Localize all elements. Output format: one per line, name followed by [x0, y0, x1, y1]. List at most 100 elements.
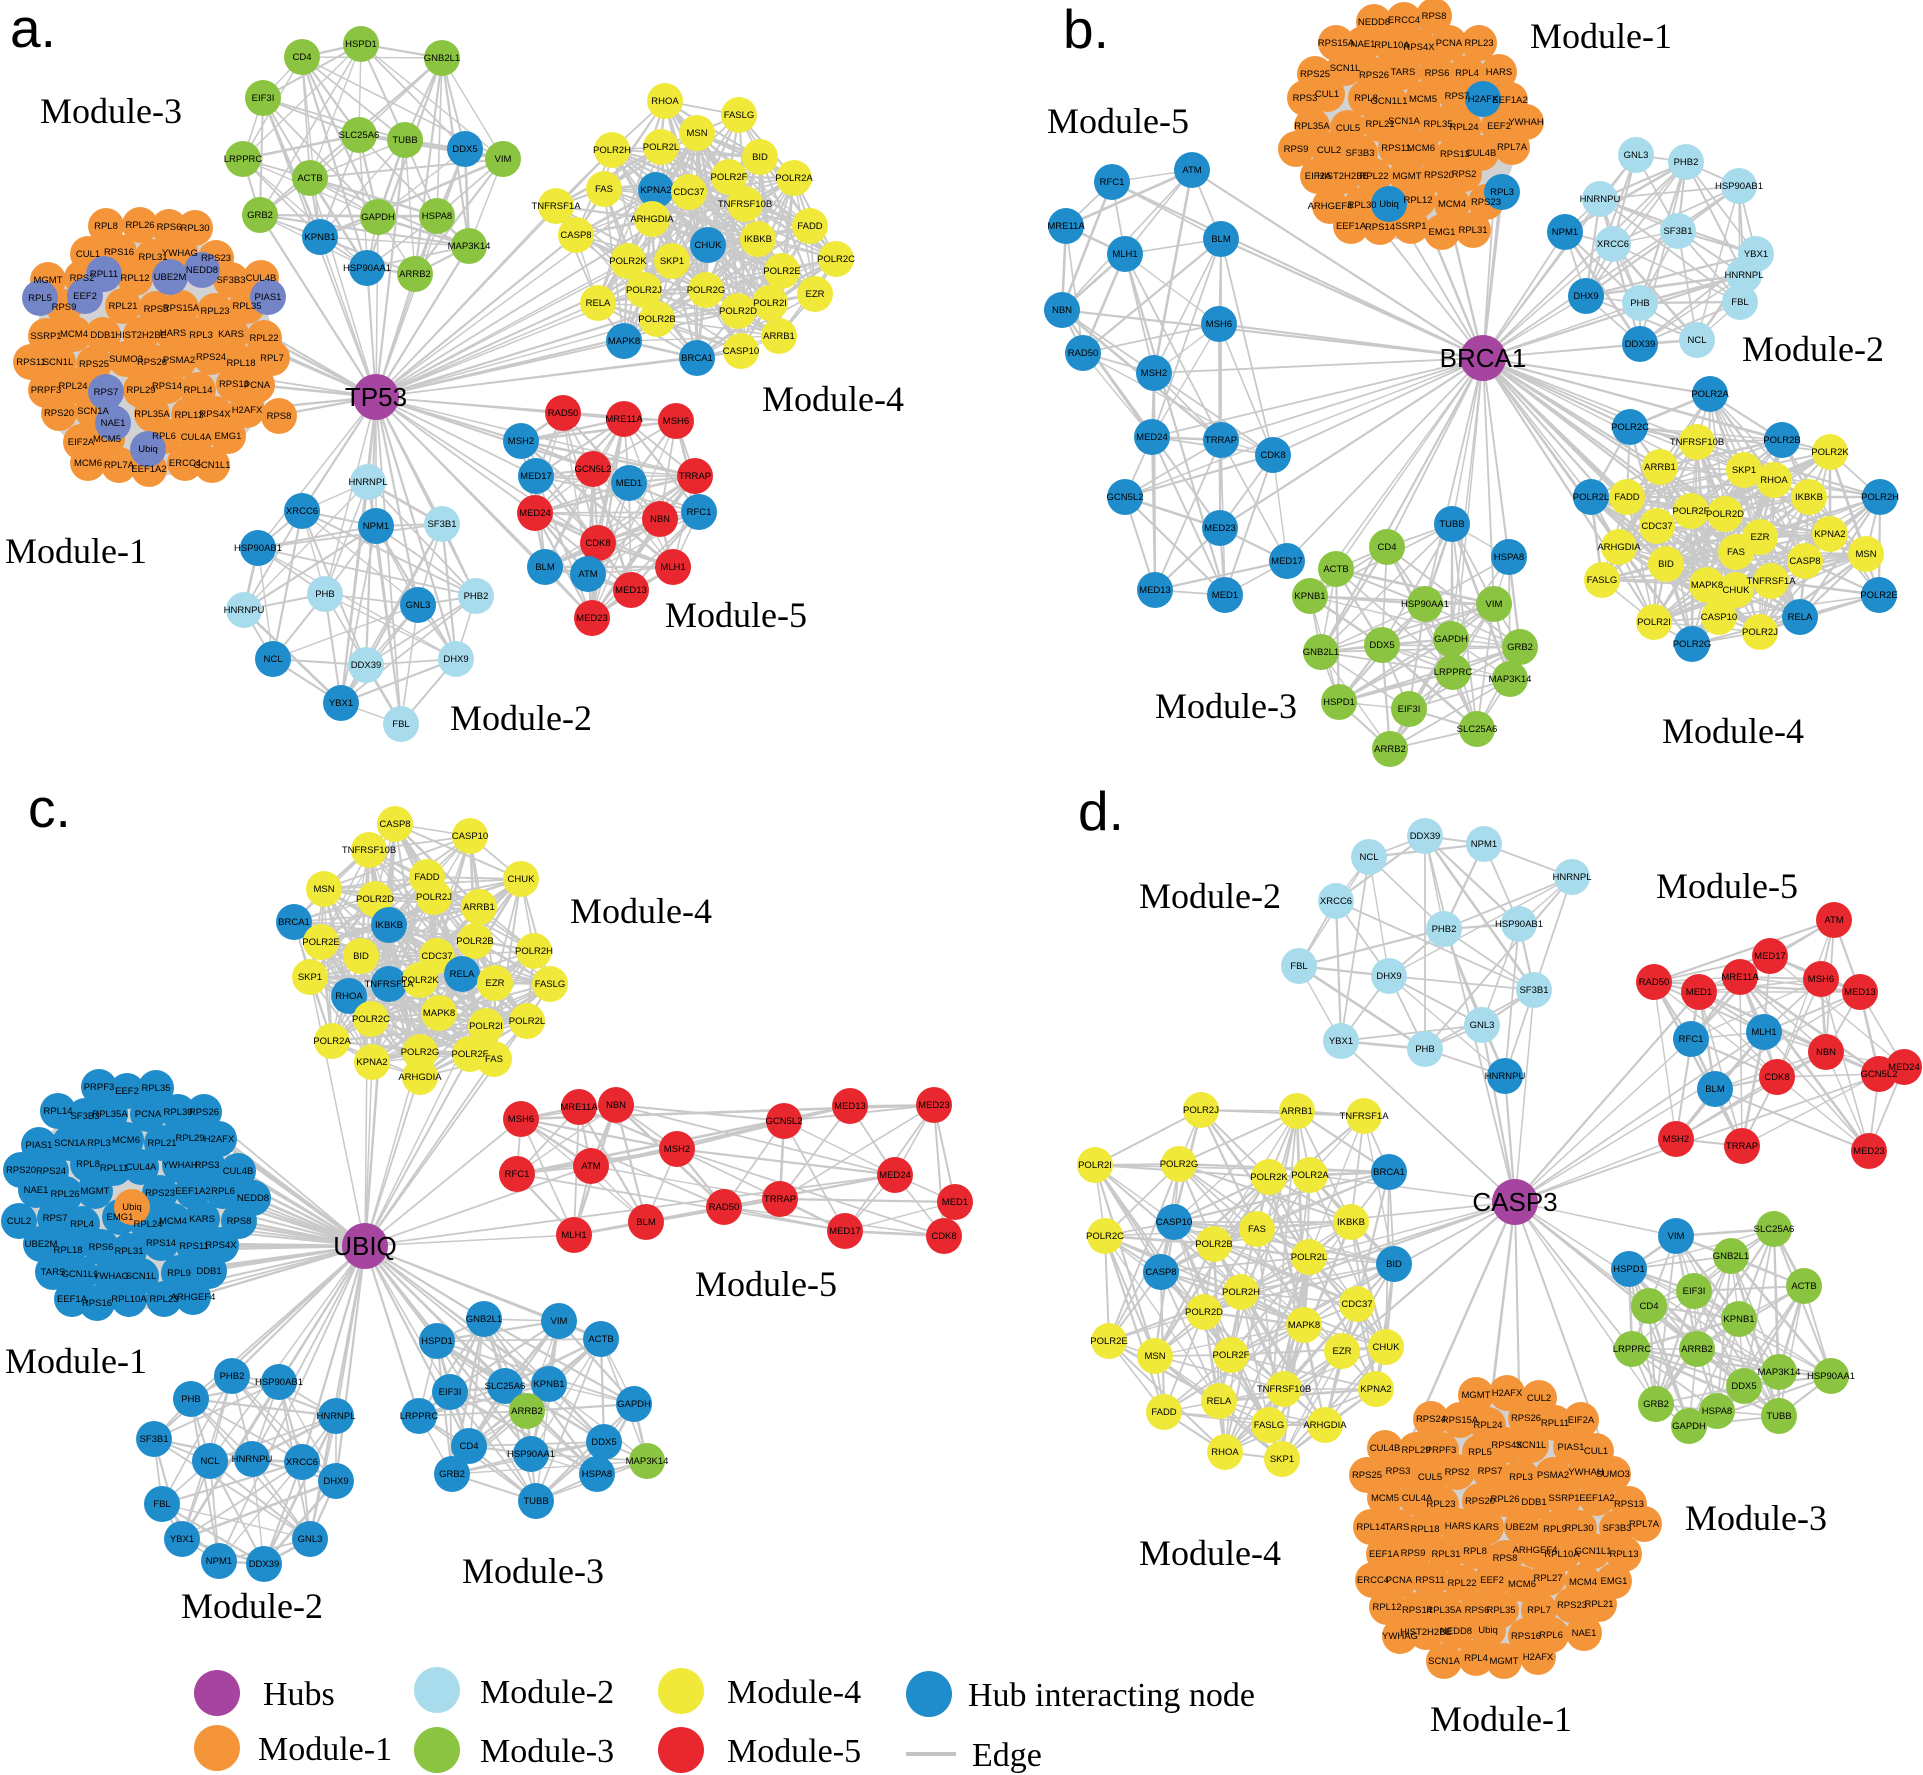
svg-text:RPS11: RPS11	[1415, 1575, 1444, 1586]
svg-text:PHB2: PHB2	[220, 1371, 245, 1382]
svg-text:RPS14: RPS14	[1402, 1605, 1432, 1616]
svg-text:MGMT: MGMT	[1461, 1390, 1490, 1401]
svg-text:POLR2L: POLR2L	[509, 1016, 545, 1027]
svg-text:EIF2A: EIF2A	[68, 437, 95, 448]
svg-text:RPL5: RPL5	[28, 293, 52, 304]
svg-text:SLC25A6: SLC25A6	[339, 130, 380, 141]
svg-text:POLR2B: POLR2B	[456, 936, 494, 947]
svg-text:EZR: EZR	[486, 978, 505, 989]
svg-text:MAP3K14: MAP3K14	[1489, 674, 1532, 685]
svg-text:RPS24: RPS24	[196, 352, 226, 363]
svg-text:SCN1A: SCN1A	[77, 406, 109, 417]
svg-text:RPS4X: RPS4X	[205, 1240, 237, 1251]
svg-text:LRPPRC: LRPPRC	[224, 154, 263, 165]
svg-text:ARRB2: ARRB2	[511, 1406, 543, 1417]
svg-text:NPM1: NPM1	[363, 521, 389, 532]
svg-text:SF3B1: SF3B1	[139, 1434, 168, 1445]
svg-text:RPS23: RPS23	[145, 1188, 175, 1199]
svg-text:GNL3: GNL3	[1624, 150, 1649, 161]
svg-text:CDK8: CDK8	[585, 538, 610, 549]
svg-text:H2AFX: H2AFX	[1468, 94, 1499, 105]
svg-text:DDX5: DDX5	[591, 1437, 616, 1448]
svg-text:RPL13: RPL13	[1609, 1549, 1638, 1560]
svg-text:BLM: BLM	[1211, 234, 1231, 245]
svg-text:FASLG: FASLG	[724, 110, 755, 121]
svg-text:NBN: NBN	[1052, 305, 1072, 316]
svg-text:SKP1: SKP1	[660, 256, 684, 267]
svg-text:KPNB1: KPNB1	[1723, 1314, 1754, 1325]
svg-text:RPL5: RPL5	[1468, 1447, 1492, 1458]
svg-text:MCM6: MCM6	[1508, 1579, 1536, 1590]
svg-text:MED17: MED17	[829, 1226, 861, 1237]
svg-text:POLR2J: POLR2J	[626, 285, 662, 296]
svg-text:NCL: NCL	[1359, 852, 1378, 863]
svg-text:BLM: BLM	[535, 562, 555, 573]
svg-text:RPS7: RPS7	[94, 387, 119, 398]
svg-text:POLR2D: POLR2D	[1185, 1307, 1223, 1318]
svg-text:HNRNPL: HNRNPL	[348, 477, 387, 488]
svg-text:RPL7: RPL7	[1527, 1605, 1551, 1616]
svg-text:RPL8: RPL8	[1463, 1546, 1487, 1557]
svg-text:RPS20: RPS20	[1424, 170, 1454, 181]
svg-text:EEF2: EEF2	[115, 1086, 139, 1097]
svg-text:RPS8: RPS8	[1422, 11, 1447, 22]
svg-text:RPS7: RPS7	[1445, 91, 1470, 102]
svg-text:TNFRSF1A: TNFRSF1A	[531, 201, 581, 212]
svg-text:NEDD8: NEDD8	[1358, 17, 1390, 28]
svg-text:RPL6: RPL6	[211, 1186, 235, 1197]
svg-text:PHB: PHB	[181, 1394, 201, 1405]
svg-text:RPS13: RPS13	[219, 379, 249, 390]
svg-text:ACTB: ACTB	[297, 173, 322, 184]
svg-text:TUBB: TUBB	[1439, 519, 1464, 530]
svg-text:POLR2A: POLR2A	[1291, 1170, 1329, 1181]
svg-text:RPL4: RPL4	[1464, 1653, 1488, 1664]
svg-text:ARRB1: ARRB1	[763, 331, 795, 342]
svg-text:HSP90AA1: HSP90AA1	[507, 1449, 555, 1460]
svg-text:MAP3K14: MAP3K14	[626, 1456, 669, 1467]
svg-text:RPS15A: RPS15A	[163, 303, 200, 314]
svg-text:Module-5: Module-5	[695, 1264, 837, 1304]
svg-text:H2AFX: H2AFX	[204, 1134, 235, 1145]
svg-text:TRRAP: TRRAP	[1205, 435, 1237, 446]
svg-text:RPL3: RPL3	[189, 330, 213, 341]
svg-text:c.: c.	[28, 777, 71, 839]
svg-text:PRPF3: PRPF3	[1426, 1445, 1457, 1456]
svg-text:RPS14: RPS14	[146, 1238, 176, 1249]
svg-text:VIM: VIM	[495, 154, 512, 165]
svg-text:d.: d.	[1078, 780, 1124, 842]
svg-text:Module-2: Module-2	[480, 1674, 614, 1711]
svg-text:NPM1: NPM1	[1552, 227, 1578, 238]
svg-text:HSPA8: HSPA8	[1702, 1406, 1732, 1417]
svg-text:RPS8: RPS8	[1493, 1553, 1518, 1564]
svg-text:HSPD1: HSPD1	[1613, 1264, 1645, 1275]
svg-text:MCM5: MCM5	[93, 434, 121, 445]
svg-text:MED1: MED1	[616, 478, 642, 489]
svg-text:HSPD1: HSPD1	[421, 1336, 453, 1347]
svg-text:HNRNPU: HNRNPU	[224, 605, 265, 616]
svg-text:PCNA: PCNA	[244, 380, 271, 391]
svg-text:ARRB2: ARRB2	[1374, 744, 1406, 755]
svg-text:Hub interacting node: Hub interacting node	[968, 1677, 1255, 1714]
svg-text:SF3B3: SF3B3	[70, 1111, 99, 1122]
svg-text:RPS3: RPS3	[195, 1160, 220, 1171]
svg-text:ERCC4: ERCC4	[169, 458, 201, 469]
svg-text:IKBKB: IKBKB	[1337, 1217, 1365, 1228]
svg-text:SKP1: SKP1	[298, 972, 322, 983]
svg-text:LRPPRC: LRPPRC	[1434, 667, 1473, 678]
svg-text:CHUK: CHUK	[695, 240, 723, 251]
svg-text:KARS: KARS	[218, 329, 244, 340]
svg-text:RPS2: RPS2	[1452, 169, 1477, 180]
svg-text:EMG1: EMG1	[215, 431, 242, 442]
svg-text:GCN1L1: GCN1L1	[1371, 96, 1408, 107]
svg-text:SUMO3: SUMO3	[1596, 1469, 1630, 1480]
svg-text:EEF2: EEF2	[1480, 1575, 1504, 1586]
svg-text:CUL4A: CUL4A	[1402, 1493, 1433, 1504]
svg-text:RELA: RELA	[450, 969, 475, 980]
svg-text:Module-2: Module-2	[181, 1586, 323, 1626]
svg-text:FAS: FAS	[1727, 547, 1745, 558]
svg-text:RPL22: RPL22	[249, 333, 278, 344]
svg-text:H2AFX: H2AFX	[1523, 1652, 1554, 1663]
svg-text:CDC37: CDC37	[1341, 1299, 1372, 1310]
svg-text:Hubs: Hubs	[263, 1676, 335, 1713]
svg-text:YWHAG: YWHAG	[1382, 1631, 1418, 1642]
